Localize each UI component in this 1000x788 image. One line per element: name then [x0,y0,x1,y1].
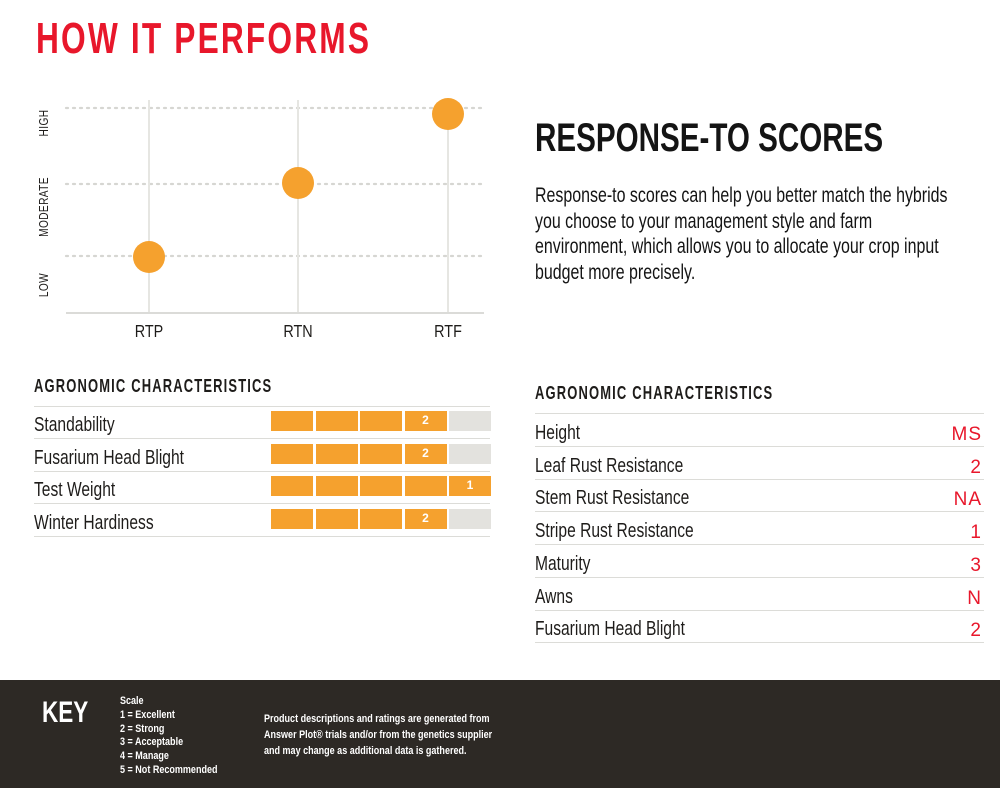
divider [535,609,984,611]
rating-label: Test Weight [34,479,116,501]
rating-segment-filled [315,411,358,431]
characteristic-value: NA [953,489,982,511]
divider [34,438,490,439]
rating-segment-filled [404,444,447,464]
rating-bar: 2 [271,509,491,529]
characteristic-row: Leaf Rust Resistance 2 [535,449,984,482]
rating-row: Winter Hardiness 2 [34,506,491,539]
rating-value: 2 [422,413,429,427]
response-description: Response-to scores can help you better m… [535,184,948,284]
characteristic-label: Awns [535,585,573,608]
rating-segment-filled [404,509,447,529]
characteristic-value: 2 [970,456,982,478]
characteristic-label: Stripe Rust Resistance [535,520,694,543]
rating-row: Test Weight 1 [34,473,491,506]
characteristic-value: 1 [970,522,982,544]
rating-label: Winter Hardiness [34,512,154,534]
rating-segment-empty [449,411,491,431]
x-tick-label: RTN [283,322,312,342]
characteristic-value: 3 [970,554,982,576]
characteristic-row: Stripe Rust Resistance 1 [535,514,984,547]
rating-segment-filled [315,476,358,496]
rating-segment-filled [404,476,447,496]
rating-segment-filled [404,411,447,431]
key-scale: Scale 1 = Excellent 2 = Strong 3 = Accep… [120,695,239,778]
divider [34,536,490,537]
divider [535,446,984,447]
rating-segment-filled [360,444,402,464]
right-agronomic-title: AGRONOMIC CHARACTERISTICS [535,383,774,403]
key-footer: KEY Scale 1 = Excellent 2 = Strong 3 = A… [0,680,1000,788]
chart-points [133,98,464,273]
rating-label: Fusarium Head Blight [34,447,185,469]
divider [34,406,490,407]
chart-grid [64,100,484,314]
rating-row: Standability 2 [34,408,491,441]
response-heading: RESPONSE-TO SCORES [535,116,884,160]
y-tick-label: LOW [37,273,51,297]
rating-value: 2 [422,446,429,460]
x-tick-label: RTP [135,322,164,342]
page-title: HOW IT PERFORMS [36,14,372,63]
characteristic-row: Stem Rust Resistance NA [535,481,984,514]
divider [535,642,984,644]
characteristic-value: N [967,587,982,609]
characteristic-label: Leaf Rust Resistance [535,454,684,477]
key-scale-heading: Scale [120,695,144,707]
rating-segment-filled [449,476,491,496]
divider [535,544,984,546]
rating-segment-filled [271,444,313,464]
rating-value: 1 [466,478,474,492]
characteristic-value: MS [951,424,982,445]
rating-bar: 1 [271,476,491,496]
rating-segment-filled [360,411,402,431]
characteristic-row: Awns N [535,580,984,613]
key-scale-item: 4 = Manage [120,750,169,763]
data-point-rtp [133,241,165,273]
rating-row: Fusarium Head Blight 2 [34,441,491,474]
divider [34,503,490,504]
rating-segment-empty [449,444,491,464]
characteristic-label: Fusarium Head Blight [535,618,686,641]
chart-y-labels: LOW MODERATE HIGH [37,110,51,298]
key-scale-item: 1 = Excellent [120,708,175,721]
y-tick-label: MODERATE [37,177,51,237]
characteristic-label: Height [535,422,581,444]
rating-segment-filled [271,476,313,496]
characteristic-label: Maturity [535,552,591,575]
rating-bar: 2 [271,444,491,464]
rating-segment-filled [271,509,313,529]
rating-segment-filled [271,411,313,431]
rating-label: Standability [34,414,115,436]
divider [535,413,984,414]
rating-value: 2 [422,511,429,525]
key-note: Product descriptions and ratings are gen… [264,713,493,757]
left-agronomic-title: AGRONOMIC CHARACTERISTICS [34,376,273,396]
y-tick-label: HIGH [37,110,51,137]
rating-segment-filled [315,444,358,464]
x-tick-label: RTF [434,322,462,342]
characteristic-row: Height MS [535,416,984,449]
characteristic-label: Stem Rust Resistance [535,487,690,510]
rating-segment-filled [360,509,402,529]
key-scale-item: 3 = Acceptable [120,736,184,749]
performance-chart: LOW MODERATE HIGH RTP RTN RTF [37,98,484,342]
divider [535,478,984,480]
key-scale-item: 5 = Not Recommended [120,763,218,776]
characteristic-value: 2 [970,620,982,642]
rating-segment-filled [315,509,358,529]
rating-bar: 2 [271,411,491,431]
data-point-rtf [432,98,464,130]
data-point-rtn [282,167,314,199]
characteristic-row: Maturity 3 [535,547,984,580]
divider [535,576,984,578]
chart-x-labels: RTP RTN RTF [135,322,462,342]
rating-segment-empty [449,509,491,529]
key-scale-item: 2 = Strong [120,722,165,735]
divider [34,471,490,472]
divider [535,511,984,513]
rating-segment-filled [360,476,402,496]
key-title: KEY [42,696,89,729]
characteristic-row: Fusarium Head Blight 2 [535,612,984,645]
